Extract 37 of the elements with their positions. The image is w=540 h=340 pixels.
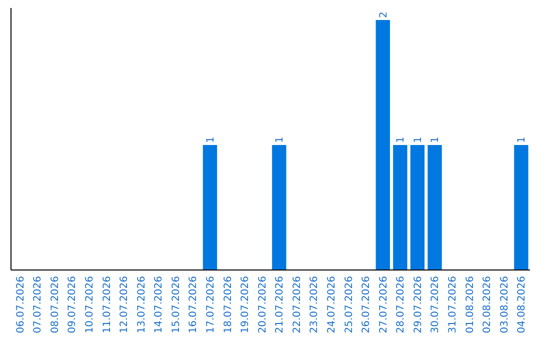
x-tick-label: 15.07.2026 bbox=[170, 276, 182, 334]
x-tick-label: 12.07.2026 bbox=[119, 276, 130, 334]
x-tick-label: 26.07.2026 bbox=[361, 276, 372, 334]
x-tick-label: 06.07.2026 bbox=[15, 276, 26, 334]
x-tick-label: 14.07.2026 bbox=[154, 276, 165, 334]
x-tick-label: 10.07.2026 bbox=[84, 276, 96, 334]
x-tick-label: 08.07.2026 bbox=[50, 276, 61, 334]
data-label: 1 bbox=[274, 136, 286, 143]
x-tick-label: 31.07.2026 bbox=[448, 276, 459, 334]
x-tick-label: 07.07.2026 bbox=[32, 276, 44, 334]
x-tick-label: 17.07.2026 bbox=[205, 276, 216, 334]
x-tick-label: 29.07.2026 bbox=[412, 276, 424, 334]
x-tick-label: 11.07.2026 bbox=[102, 276, 113, 334]
x-tick-label: 24.07.2026 bbox=[326, 276, 338, 334]
x-tick-label: 28.07.2026 bbox=[396, 276, 407, 334]
x-tick-label: 18.07.2026 bbox=[222, 276, 234, 334]
data-label: 1 bbox=[412, 136, 424, 143]
x-tick-label: 16.07.2026 bbox=[188, 276, 200, 334]
x-tick-label: 20.07.2026 bbox=[257, 276, 268, 334]
data-label: 2 bbox=[378, 12, 390, 18]
x-tick-label: 25.07.2026 bbox=[344, 276, 355, 334]
x-tick-label: 03.08.2026 bbox=[499, 276, 510, 334]
x-tick-label: 01.08.2026 bbox=[464, 276, 476, 334]
x-tick-label: 04.08.2026 bbox=[516, 276, 528, 334]
data-label: 1 bbox=[205, 136, 216, 143]
data-label: 1 bbox=[396, 136, 407, 143]
data-label: 1 bbox=[430, 136, 442, 143]
x-tick-label: 13.07.2026 bbox=[136, 276, 148, 334]
x-tick-label: 22.07.2026 bbox=[292, 276, 303, 334]
data-label: 1 bbox=[516, 136, 528, 143]
x-tick-label: 09.07.2026 bbox=[67, 276, 78, 334]
x-tick-label: 19.07.2026 bbox=[240, 276, 252, 334]
x-tick-label: 21.07.2026 bbox=[274, 276, 286, 334]
x-tick-label: 30.07.2026 bbox=[430, 276, 442, 334]
x-tick-label: 02.08.2026 bbox=[482, 276, 494, 334]
x-tick-label: 27.07.2026 bbox=[378, 276, 390, 334]
x-tick-label: 23.07.2026 bbox=[309, 276, 320, 334]
